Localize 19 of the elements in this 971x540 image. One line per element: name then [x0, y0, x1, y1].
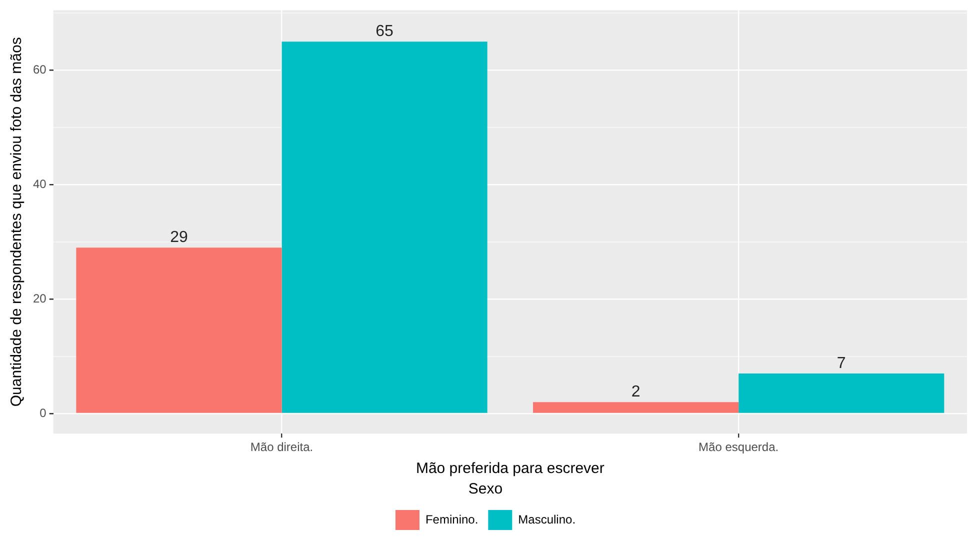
bar — [738, 374, 944, 413]
y-tick-label: 60 — [32, 62, 47, 77]
legend-label: Feminino. — [425, 512, 478, 526]
y-tick-label: 40 — [32, 177, 47, 192]
x-axis-title: Mão preferida para escrever — [416, 460, 604, 478]
legend-label: Masculino. — [518, 512, 576, 526]
data-label: 65 — [376, 23, 394, 40]
y-tick-label: 20 — [32, 291, 47, 306]
legend-title: Sexo — [468, 480, 503, 498]
data-label: 7 — [836, 354, 846, 372]
bar — [282, 42, 488, 413]
x-tick-label: Mão direita. — [250, 440, 314, 454]
data-label: 2 — [631, 384, 640, 401]
y-axis-title: Quantidade de respondentes que enviou foto das mãos — [8, 37, 26, 407]
data-label: 29 — [170, 229, 188, 246]
y-tick-label: 0 — [40, 406, 47, 420]
bar — [76, 248, 282, 413]
x-tick-label: Mão esquerda. — [698, 440, 779, 454]
bar — [533, 402, 739, 413]
